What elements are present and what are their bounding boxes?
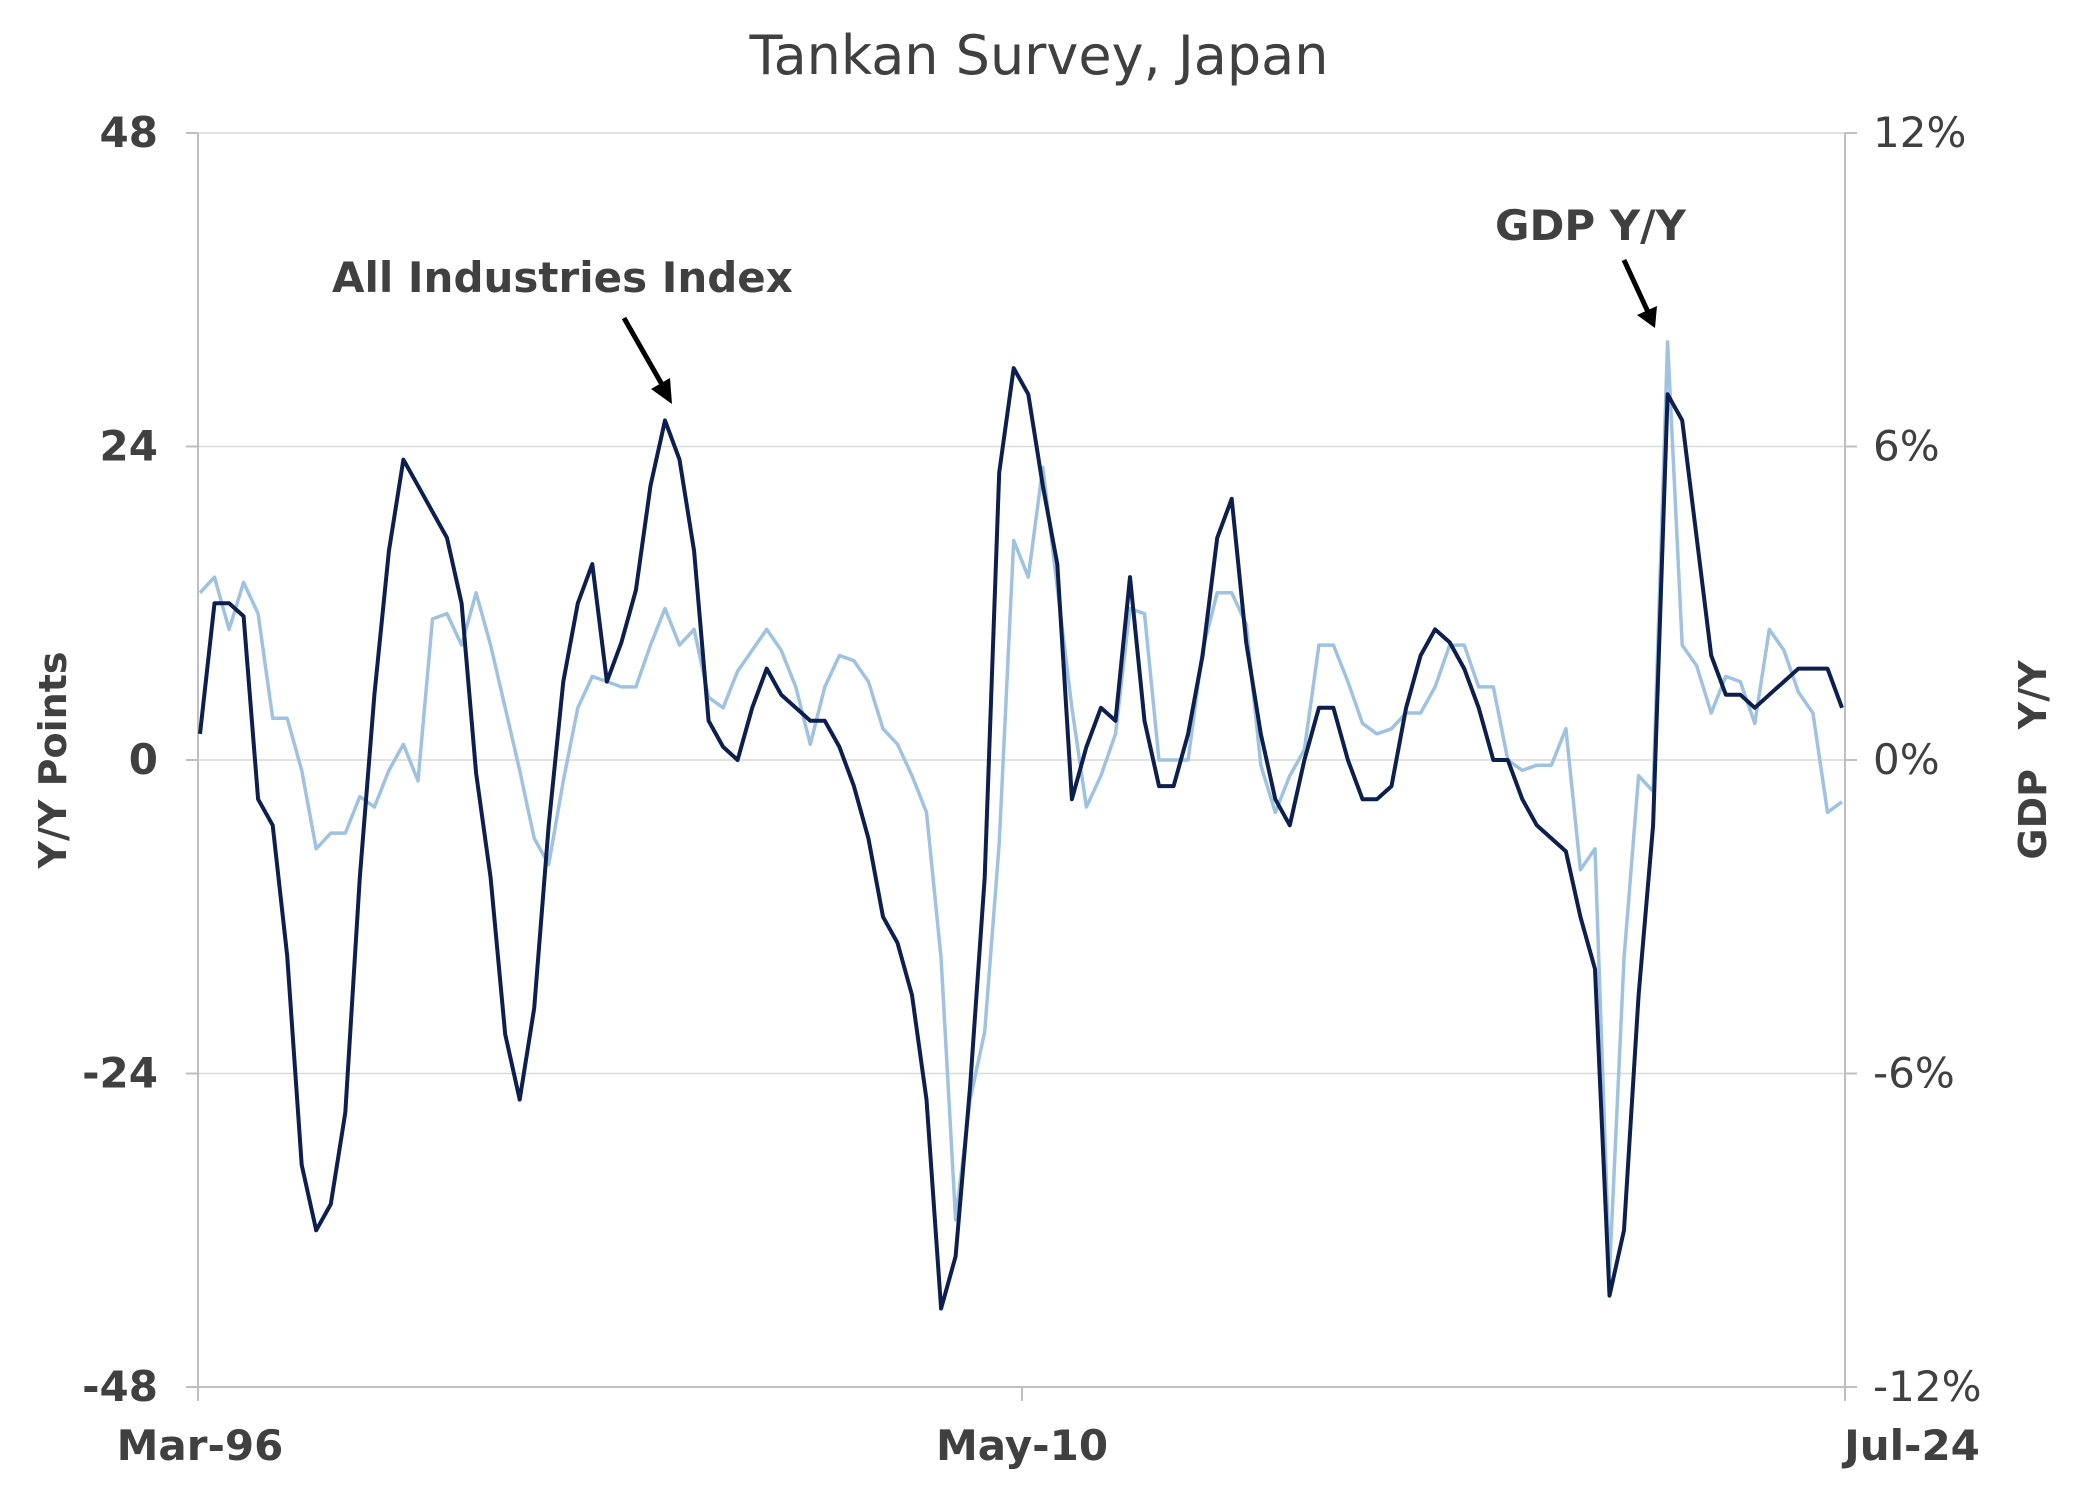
- right-tick-label: 6%: [1873, 422, 1940, 471]
- left-axis-ticks: 48 24 0 -24 -48: [82, 108, 158, 1411]
- annotations: All Industries Index GDP Y/Y: [332, 201, 1686, 404]
- x-tick-label: Jul-24: [1841, 1421, 1980, 1470]
- left-tick-label: -48: [82, 1362, 158, 1411]
- annotation-arrow-gdp: [1621, 258, 1651, 314]
- left-tick-label: 0: [129, 735, 158, 784]
- right-tick-label: 12%: [1873, 108, 1966, 157]
- annotation-arrowhead-all-industries: [651, 378, 672, 404]
- series-line-all-industries: [198, 366, 1844, 1311]
- right-tick-label: -6%: [1873, 1049, 1955, 1098]
- gridlines: [198, 132, 1845, 1388]
- left-axis-title: Y/Y Points: [31, 652, 75, 870]
- annotation-gdp: GDP Y/Y: [1495, 201, 1686, 250]
- series-line-gdp: [198, 340, 1844, 1274]
- x-tick-label: May-10: [936, 1421, 1108, 1470]
- right-tick-label: 0%: [1873, 735, 1940, 784]
- series-layer: [198, 340, 1844, 1311]
- right-tick-label: -12%: [1873, 1362, 1982, 1411]
- chart-title: Tankan Survey, Japan: [749, 24, 1329, 87]
- right-axis-title: GDP Y/Y: [2011, 660, 2055, 860]
- right-axis-ticks: 12% 6% 0% -6% -12%: [1873, 108, 1982, 1411]
- annotation-arrow-all-industries: [621, 316, 667, 390]
- annotation-all-industries: All Industries Index: [332, 253, 793, 302]
- left-tick-label: 24: [100, 422, 158, 471]
- x-tick-label: Mar-96: [117, 1421, 284, 1470]
- left-tick-label: -24: [82, 1049, 158, 1098]
- x-axis-ticks: Mar-96 May-10 Jul-24: [117, 1421, 1980, 1470]
- axes: [186, 132, 1857, 1401]
- annotation-arrowhead-gdp: [1637, 306, 1657, 328]
- left-tick-label: 48: [100, 108, 158, 157]
